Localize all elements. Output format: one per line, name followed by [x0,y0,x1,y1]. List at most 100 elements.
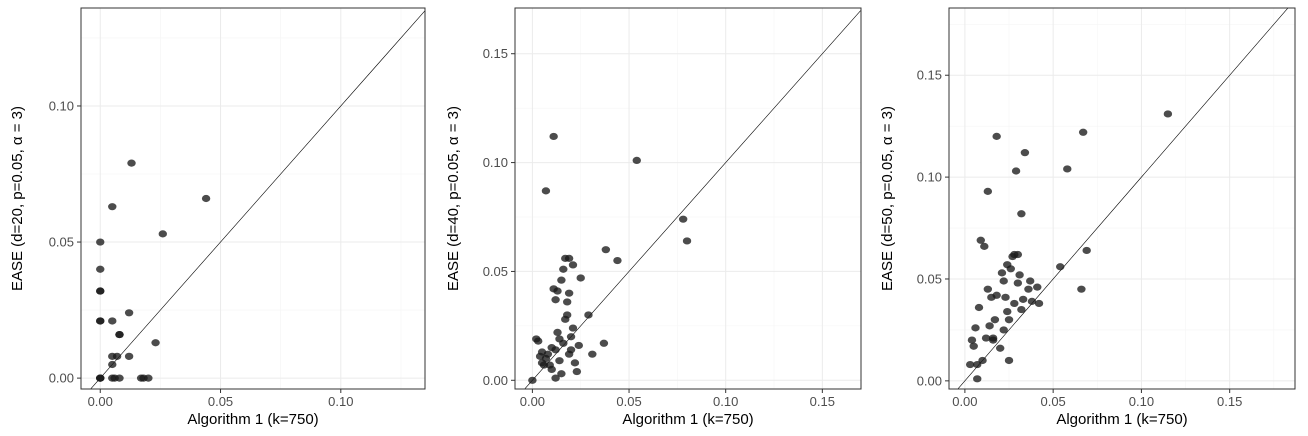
data-point [1013,250,1023,259]
data-point [1082,246,1091,255]
data-point [574,341,583,350]
chart-panel-1: 0.00 0.05 0.10 0.00 0.05 0.10 Algorithm 1 (k=7… [9,7,426,428]
data-point [108,317,117,325]
identity-line [957,8,1289,389]
plot-frame [80,7,426,390]
data-point [564,289,574,297]
x-axis-title: Algorithm 1 (k=750) [187,411,318,428]
data-point [1015,271,1024,279]
data-point [1017,305,1026,314]
data-point [551,374,560,382]
y-tick-label: 0.10 [483,155,508,170]
data-point [1004,356,1014,365]
data-point [555,357,564,365]
data-point [1063,165,1072,173]
data-point [557,276,566,284]
x-tick-label: 0.15 [1217,394,1242,409]
y-tick-label: 0.00 [483,373,508,388]
data-point [1003,307,1012,316]
data-point [1013,279,1023,287]
data-point [96,287,105,295]
x-tick-label: 0.05 [616,394,641,409]
data-point [980,242,989,250]
data-point [678,215,688,223]
data-point [1033,283,1042,291]
data-point [158,230,167,238]
x-axis-title: Algorithm 1 (k=750) [1056,411,1187,428]
data-point [601,246,611,254]
y-axis-title: EASE (d=50, p=0.05, α = 3) [879,106,896,291]
data-point [572,367,582,376]
data-point [115,330,124,339]
data-point [562,298,572,306]
data-point [983,187,993,195]
data-point [562,311,572,319]
data-point [967,336,977,344]
x-tick-label: 0.10 [1129,394,1154,409]
data-point [981,334,991,342]
data-point [553,287,562,295]
chart-panel-2: 0.00 0.05 0.10 0.15 0.00 0.05 0.10 0.15 Algorith… [445,7,862,428]
data-point [144,374,153,382]
data-point [566,346,576,354]
data-point [985,322,994,330]
data-point [566,333,576,341]
data-point [1026,277,1035,285]
data-point [559,339,568,347]
y-tick-label: 0.10 [917,170,942,185]
x-axis-title: Algorithm 1 (k=750) [622,411,753,428]
data-point [96,238,105,246]
data-point [997,269,1007,277]
data-point [973,375,982,383]
data-point [1024,285,1033,293]
plot-frame [948,7,1296,390]
data-point [1006,265,1015,273]
data-point [127,159,136,167]
y-tick-label: 0.05 [49,235,74,250]
data-point [96,374,105,382]
data-point [1027,297,1037,305]
x-tick-label: 0.00 [88,394,113,409]
data-point [584,311,593,319]
y-tick-label: 0.05 [483,264,508,279]
data-point [988,336,998,344]
data-point [983,285,993,293]
data-point [1034,299,1044,308]
data-point [978,356,987,365]
data-point [1017,210,1026,218]
data-point [965,360,975,369]
x-tick-label: 0.05 [208,394,233,409]
data-point [112,352,122,360]
data-point [613,256,622,265]
data-point [568,261,578,269]
data-point [559,265,568,273]
data-point [1056,263,1065,271]
data-point [1001,293,1010,301]
data-point [115,374,124,382]
data-point [551,346,560,354]
data-point [1163,110,1173,118]
data-point [564,254,574,262]
points-group [965,110,1173,383]
x-tick-label: 0.00 [520,394,545,409]
data-point [528,376,537,384]
data-point [976,236,985,244]
data-point [682,237,692,245]
x-tick-label: 0.00 [952,394,977,409]
y-tick-label: 0.15 [483,46,508,61]
data-point [533,337,543,345]
data-point [568,324,578,332]
x-tick-label: 0.10 [713,394,738,409]
identity-line [524,9,861,389]
y-tick-label: 0.05 [917,271,942,286]
data-point [543,350,553,358]
data-point [999,277,1008,285]
data-point [547,365,556,374]
y-tick-label: 0.15 [917,68,942,83]
data-point [974,303,984,312]
points-group [528,132,692,384]
data-point [1010,299,1019,308]
data-point [1020,149,1030,157]
data-point [549,132,558,141]
data-point [992,291,1001,299]
